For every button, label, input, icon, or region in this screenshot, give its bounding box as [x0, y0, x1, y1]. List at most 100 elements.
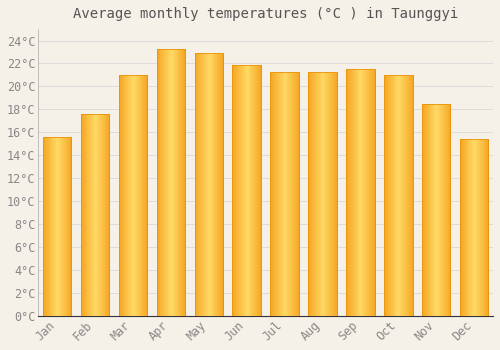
Bar — [254, 65, 255, 316]
Bar — [63, 137, 64, 316]
Bar — [232, 65, 234, 316]
Bar — [83, 114, 84, 316]
Bar — [122, 75, 124, 316]
Bar — [56, 137, 57, 316]
Bar — [176, 49, 178, 316]
Bar — [128, 75, 129, 316]
Bar — [372, 69, 374, 316]
Bar — [209, 53, 210, 316]
Bar — [86, 114, 88, 316]
Bar — [62, 137, 63, 316]
Bar — [201, 53, 202, 316]
Bar — [292, 71, 293, 316]
Bar — [290, 71, 291, 316]
Bar — [482, 139, 484, 316]
Bar — [238, 65, 239, 316]
Bar — [394, 75, 396, 316]
Bar — [423, 104, 424, 316]
Bar — [364, 69, 365, 316]
Bar — [43, 137, 72, 316]
Bar — [99, 114, 100, 316]
Bar — [294, 71, 295, 316]
Bar — [47, 137, 48, 316]
Bar — [388, 75, 389, 316]
Bar — [234, 65, 236, 316]
Bar — [318, 71, 320, 316]
Bar — [98, 114, 99, 316]
Bar — [440, 104, 441, 316]
Bar — [142, 75, 144, 316]
Bar — [347, 69, 348, 316]
Bar — [356, 69, 358, 316]
Bar — [130, 75, 131, 316]
Bar — [171, 49, 172, 316]
Bar — [480, 139, 482, 316]
Bar — [82, 114, 83, 316]
Bar — [246, 65, 248, 316]
Bar — [312, 71, 313, 316]
Bar — [108, 114, 110, 316]
Bar — [477, 139, 478, 316]
Bar — [59, 137, 60, 316]
Bar — [88, 114, 90, 316]
Bar — [365, 69, 366, 316]
Bar — [460, 139, 488, 316]
Bar — [194, 53, 196, 316]
Bar — [286, 71, 288, 316]
Bar — [222, 53, 223, 316]
Bar — [316, 71, 317, 316]
Bar — [403, 75, 404, 316]
Bar — [370, 69, 371, 316]
Bar — [402, 75, 403, 316]
Bar — [327, 71, 328, 316]
Bar — [270, 71, 299, 316]
Bar — [180, 49, 182, 316]
Bar — [434, 104, 436, 316]
Bar — [124, 75, 126, 316]
Bar — [257, 65, 258, 316]
Bar — [334, 71, 335, 316]
Bar — [273, 71, 274, 316]
Bar — [314, 71, 315, 316]
Bar — [384, 75, 412, 316]
Bar — [170, 49, 171, 316]
Bar — [90, 114, 92, 316]
Bar — [156, 49, 185, 316]
Bar — [232, 65, 261, 316]
Bar — [94, 114, 95, 316]
Bar — [437, 104, 438, 316]
Bar — [205, 53, 206, 316]
Bar — [166, 49, 167, 316]
Bar — [276, 71, 277, 316]
Bar — [101, 114, 102, 316]
Bar — [202, 53, 203, 316]
Bar — [309, 71, 310, 316]
Bar — [384, 75, 412, 316]
Bar — [240, 65, 241, 316]
Bar — [119, 75, 120, 316]
Bar — [256, 65, 257, 316]
Bar — [426, 104, 428, 316]
Bar — [272, 71, 273, 316]
Bar — [50, 137, 51, 316]
Bar — [296, 71, 297, 316]
Bar — [331, 71, 332, 316]
Bar — [362, 69, 363, 316]
Bar — [279, 71, 280, 316]
Bar — [430, 104, 432, 316]
Bar — [475, 139, 476, 316]
Bar — [131, 75, 132, 316]
Bar — [330, 71, 331, 316]
Bar — [81, 114, 110, 316]
Bar — [349, 69, 350, 316]
Bar — [219, 53, 220, 316]
Bar — [137, 75, 138, 316]
Bar — [396, 75, 398, 316]
Bar — [255, 65, 256, 316]
Bar — [172, 49, 173, 316]
Bar — [308, 71, 336, 316]
Bar — [61, 137, 62, 316]
Bar — [252, 65, 254, 316]
Bar — [432, 104, 434, 316]
Bar — [326, 71, 327, 316]
